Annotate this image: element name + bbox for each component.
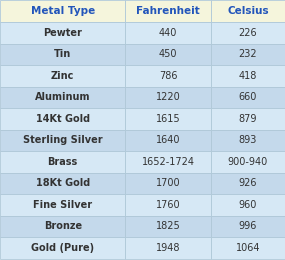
Text: 226: 226 — [239, 28, 257, 38]
FancyBboxPatch shape — [125, 108, 211, 129]
Text: Aluminum: Aluminum — [35, 92, 90, 102]
Text: 1700: 1700 — [156, 178, 180, 188]
FancyBboxPatch shape — [0, 22, 125, 43]
Text: 1825: 1825 — [156, 221, 180, 231]
FancyBboxPatch shape — [125, 43, 211, 65]
FancyBboxPatch shape — [211, 43, 285, 65]
Text: 418: 418 — [239, 71, 257, 81]
Text: Sterling Silver: Sterling Silver — [23, 135, 103, 145]
FancyBboxPatch shape — [125, 129, 211, 151]
FancyBboxPatch shape — [125, 22, 211, 43]
Text: 14Kt Gold: 14Kt Gold — [36, 114, 90, 124]
FancyBboxPatch shape — [125, 87, 211, 108]
FancyBboxPatch shape — [125, 151, 211, 172]
FancyBboxPatch shape — [211, 216, 285, 237]
Text: Tin: Tin — [54, 49, 71, 59]
Text: 18Kt Gold: 18Kt Gold — [36, 178, 90, 188]
FancyBboxPatch shape — [211, 194, 285, 216]
FancyBboxPatch shape — [0, 172, 125, 194]
Text: Celsius: Celsius — [227, 6, 269, 16]
Text: Fahrenheit: Fahrenheit — [136, 6, 200, 16]
FancyBboxPatch shape — [211, 129, 285, 151]
Text: Bronze: Bronze — [44, 221, 82, 231]
FancyBboxPatch shape — [0, 194, 125, 216]
Text: 926: 926 — [239, 178, 257, 188]
Text: 1064: 1064 — [236, 243, 260, 253]
FancyBboxPatch shape — [125, 65, 211, 87]
Text: 450: 450 — [159, 49, 177, 59]
Text: Gold (Pure): Gold (Pure) — [31, 243, 94, 253]
Text: 1760: 1760 — [156, 200, 180, 210]
FancyBboxPatch shape — [125, 194, 211, 216]
Text: 1652-1724: 1652-1724 — [142, 157, 195, 167]
Text: 900-940: 900-940 — [228, 157, 268, 167]
FancyBboxPatch shape — [0, 237, 125, 258]
FancyBboxPatch shape — [0, 108, 125, 129]
Text: 1220: 1220 — [156, 92, 180, 102]
FancyBboxPatch shape — [0, 43, 125, 65]
Text: 786: 786 — [159, 71, 177, 81]
FancyBboxPatch shape — [0, 0, 125, 22]
FancyBboxPatch shape — [125, 0, 211, 22]
FancyBboxPatch shape — [0, 65, 125, 87]
FancyBboxPatch shape — [0, 151, 125, 172]
FancyBboxPatch shape — [211, 0, 285, 22]
FancyBboxPatch shape — [0, 129, 125, 151]
Text: 1615: 1615 — [156, 114, 180, 124]
FancyBboxPatch shape — [211, 22, 285, 43]
Text: Pewter: Pewter — [43, 28, 82, 38]
FancyBboxPatch shape — [0, 87, 125, 108]
FancyBboxPatch shape — [125, 216, 211, 237]
FancyBboxPatch shape — [0, 216, 125, 237]
Text: 996: 996 — [239, 221, 257, 231]
Text: 960: 960 — [239, 200, 257, 210]
FancyBboxPatch shape — [211, 237, 285, 258]
Text: Fine Silver: Fine Silver — [33, 200, 92, 210]
Text: 660: 660 — [239, 92, 257, 102]
Text: Metal Type: Metal Type — [30, 6, 95, 16]
FancyBboxPatch shape — [211, 87, 285, 108]
Text: 1948: 1948 — [156, 243, 180, 253]
FancyBboxPatch shape — [211, 172, 285, 194]
Text: 893: 893 — [239, 135, 257, 145]
Text: Brass: Brass — [48, 157, 78, 167]
FancyBboxPatch shape — [211, 108, 285, 129]
Text: 232: 232 — [239, 49, 257, 59]
FancyBboxPatch shape — [125, 172, 211, 194]
FancyBboxPatch shape — [125, 237, 211, 258]
Text: 879: 879 — [239, 114, 257, 124]
Text: Zinc: Zinc — [51, 71, 74, 81]
FancyBboxPatch shape — [211, 65, 285, 87]
Text: 1640: 1640 — [156, 135, 180, 145]
Text: 440: 440 — [159, 28, 177, 38]
FancyBboxPatch shape — [211, 151, 285, 172]
